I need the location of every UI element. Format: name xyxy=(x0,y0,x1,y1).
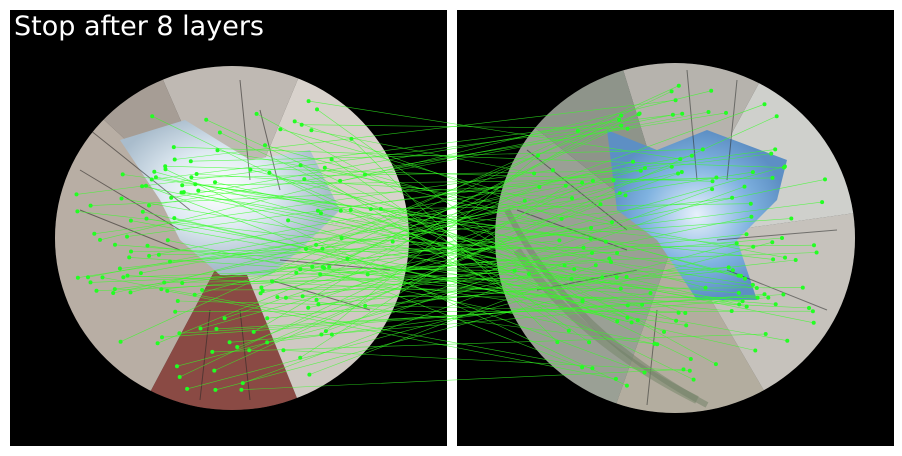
left-image-panel xyxy=(10,10,447,446)
left-fisheye-image xyxy=(55,66,409,410)
right-fisheye-image xyxy=(495,63,855,413)
right-image-panel xyxy=(457,10,894,446)
figure-title: Stop after 8 layers xyxy=(14,11,264,42)
